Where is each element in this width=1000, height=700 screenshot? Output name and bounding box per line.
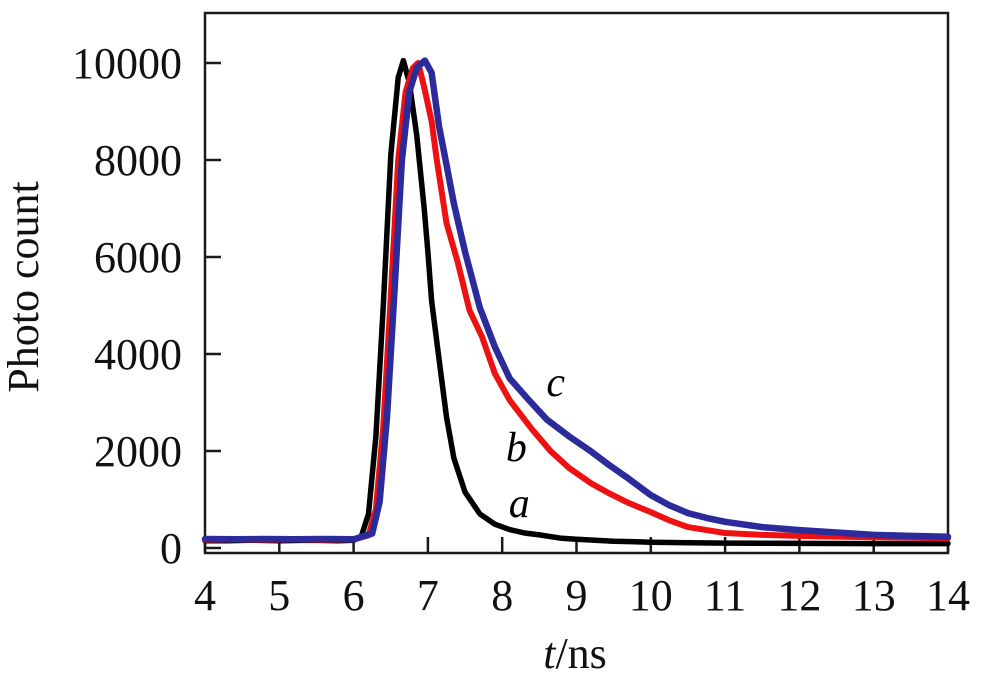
plot-frame [203,11,950,555]
y-axis-title: Photo count [0,181,48,392]
series-curve-b [202,60,951,543]
series-curve-c [201,57,952,543]
x-tick-label: 4 [194,571,216,620]
x-tick-label: 7 [417,571,439,620]
x-tick-label: 12 [777,571,821,620]
curve-label-a: a [509,481,530,527]
x-tick-label: 9 [566,571,588,620]
x-tick-label: 10 [629,571,673,620]
x-tick-label: 5 [268,571,290,620]
x-tick-label: 13 [852,571,896,620]
curve-label-c: c [546,360,565,406]
x-tick-label: 11 [704,571,746,620]
y-tick-label: 0 [160,524,182,573]
y-tick-label: 6000 [94,233,182,282]
x-tick-label: 6 [343,571,365,620]
x-axis-title: t/ns [543,629,607,678]
y-tick-label: 2000 [94,427,182,476]
y-tick-label: 4000 [94,330,182,379]
y-tick-label: 10000 [72,39,182,88]
x-tick-label: 8 [491,571,513,620]
curve-label-b: b [506,425,527,471]
x-tick-label: 14 [926,571,970,620]
y-tick-label: 8000 [94,136,182,185]
